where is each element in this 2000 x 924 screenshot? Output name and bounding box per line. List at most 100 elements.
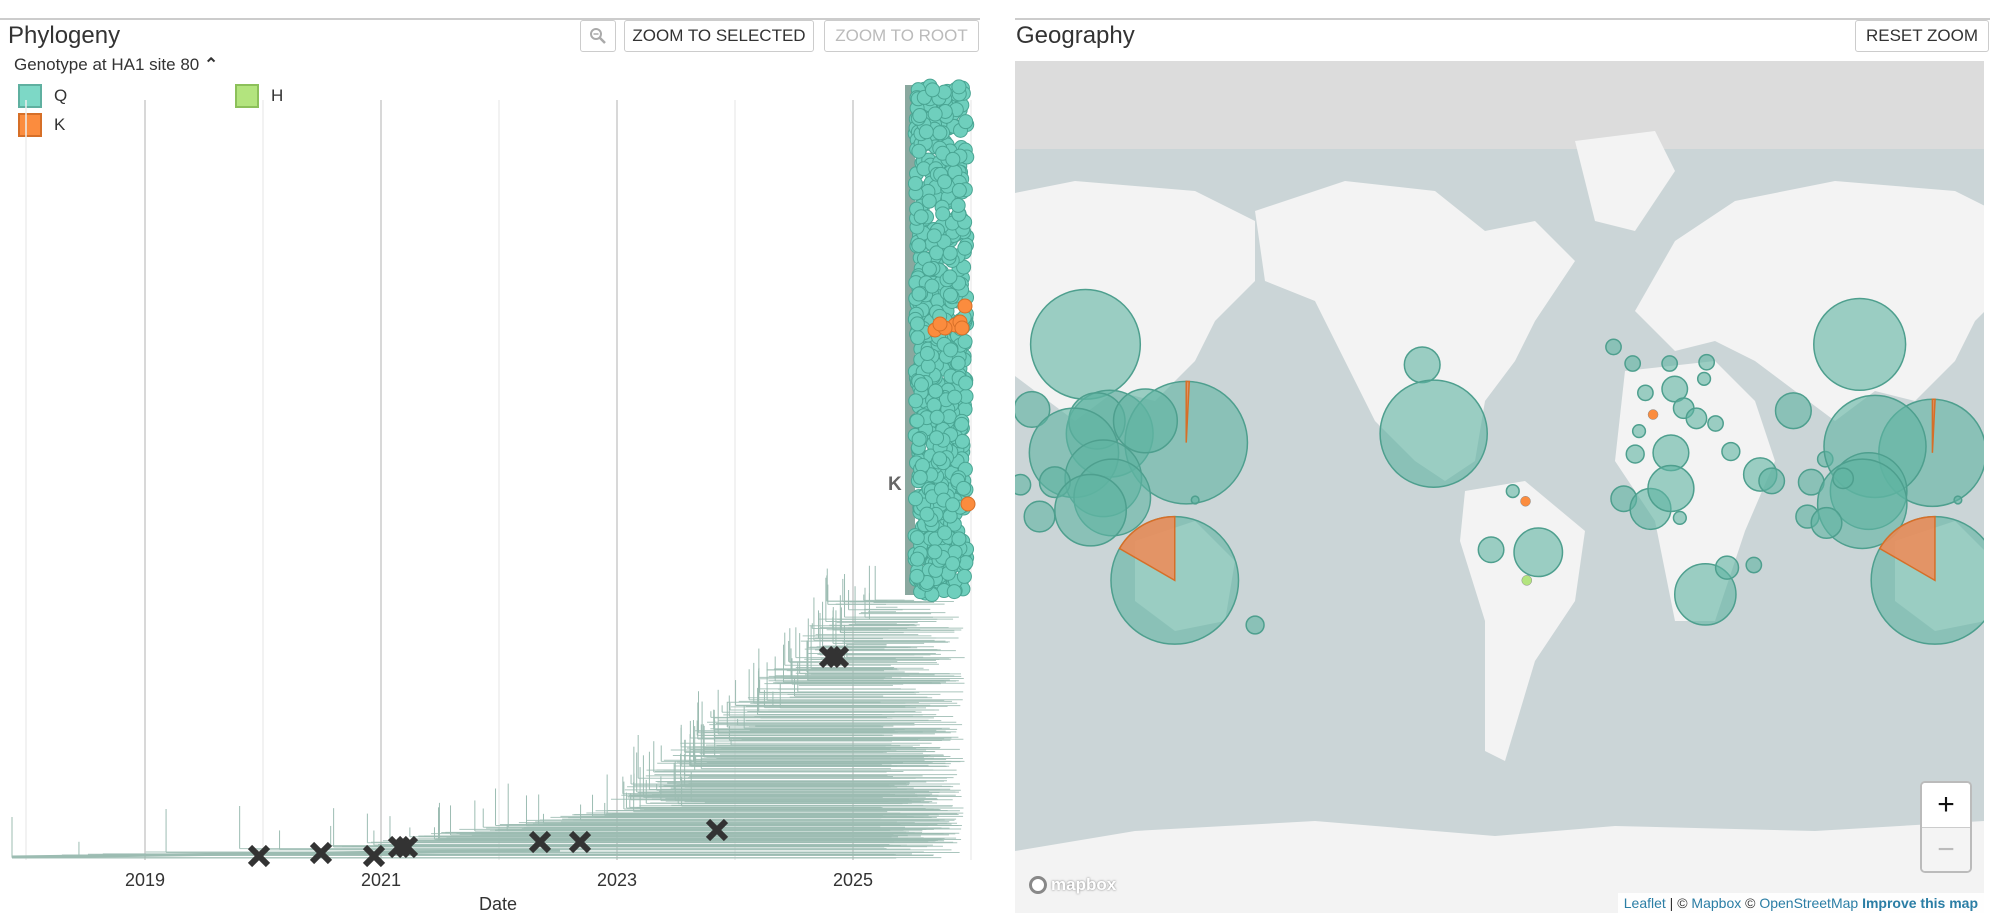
tip-q [913, 209, 929, 225]
tip-q [942, 269, 958, 285]
tip-q [929, 409, 945, 425]
cross-stroke [395, 835, 419, 859]
zoom-to-selected-button[interactable]: ZOOM TO SELECTED [624, 20, 814, 52]
legend-item-h[interactable]: H [235, 84, 283, 108]
location-circle [1745, 556, 1763, 574]
tip-q [950, 355, 966, 371]
zoom-out-button[interactable] [580, 20, 616, 52]
map-canvas[interactable] [1015, 61, 1984, 913]
tip-q [932, 451, 948, 467]
location-circle [1696, 371, 1712, 386]
mapbox-logo[interactable]: mapbox [1029, 875, 1116, 895]
tip-q [908, 491, 924, 507]
improve-map-link[interactable]: Improve this map [1862, 895, 1978, 911]
cross-stroke [705, 818, 729, 842]
location-circle [1190, 495, 1200, 505]
leaflet-link[interactable]: Leaflet [1623, 895, 1666, 911]
tip-q [909, 568, 925, 584]
location-circle [1624, 355, 1642, 372]
x-tick-label: 2025 [833, 870, 873, 890]
tip-k [954, 320, 970, 336]
x-tick-label: 2023 [597, 870, 637, 890]
tip-q [909, 316, 925, 332]
legend-label-h: H [271, 86, 284, 105]
location-circle [1685, 407, 1708, 430]
land-antarctica [1015, 821, 1984, 913]
mutation-marker-icon [362, 844, 386, 868]
mutation-marker-icon [528, 830, 552, 854]
location-circle [1023, 500, 1056, 533]
x-tick-label: 2019 [125, 870, 165, 890]
zoom-in-button[interactable]: + [1922, 783, 1970, 827]
zoom-out-map-button[interactable]: − [1922, 827, 1970, 871]
tip-q [919, 506, 935, 522]
mutation-marker-icon [568, 830, 592, 854]
tip-q [909, 530, 925, 546]
tip-q [928, 383, 944, 399]
map[interactable]: mapbox + − Leaflet | © Mapbox © OpenStre… [1015, 61, 1984, 913]
tip-q [943, 287, 959, 303]
mutation-marker-icon [705, 818, 729, 842]
mutation-marker-icon [309, 841, 333, 865]
cross-stroke [309, 841, 333, 865]
tip-q [956, 480, 972, 496]
legend-item-q[interactable]: Q [18, 84, 67, 108]
location-circle [1721, 441, 1741, 462]
location-wedge-k [1931, 398, 1936, 453]
zoom-out-icon [590, 28, 606, 44]
zoom-to-root-button[interactable]: ZOOM TO ROOT [824, 20, 979, 52]
tip-q [954, 416, 970, 432]
tip-q [924, 82, 940, 98]
tip-q [924, 278, 940, 294]
zoom-control: + − [1920, 781, 1972, 873]
tip-q [909, 413, 925, 429]
location-circle [1505, 483, 1520, 499]
tip-q [911, 431, 927, 447]
color-by-toggle[interactable]: Genotype at HA1 site 80 ⌃ [14, 55, 218, 75]
tip-q [912, 108, 928, 124]
tip-q [935, 206, 951, 222]
tip-q [919, 346, 935, 362]
cross-stroke [568, 830, 592, 854]
osm-link[interactable]: OpenStreetMap [1759, 895, 1859, 911]
reset-zoom-button[interactable]: RESET ZOOM [1855, 20, 1989, 52]
location-circle [1953, 495, 1963, 505]
legend-swatch-k [18, 113, 42, 137]
cross-stroke [362, 844, 386, 868]
tip-q [914, 377, 930, 393]
tip-q [951, 531, 967, 547]
location-circle [1245, 615, 1265, 635]
phylogeny-tree[interactable]: K 2019 2021 2023 2025 Date [0, 60, 980, 924]
location-circle [1403, 346, 1441, 384]
geography-title: Geography [1016, 22, 1135, 49]
legend-label-k: K [54, 115, 66, 134]
location-circle-small [1647, 409, 1659, 420]
legend-label-q: Q [54, 86, 68, 105]
location-wedge-k [1185, 380, 1191, 443]
tip-q [927, 106, 943, 122]
tip-q [911, 143, 927, 159]
x-tick-label: 2021 [361, 870, 401, 890]
attr-sep: © [1741, 895, 1760, 911]
tip-q [927, 544, 943, 560]
location-circle [1637, 384, 1654, 402]
tip-q [937, 525, 953, 541]
mutation-marker-icon [826, 645, 850, 669]
tip-q [957, 240, 973, 256]
tip-q [929, 430, 945, 446]
branch-label-k: K [888, 474, 902, 495]
cross-stroke [247, 844, 271, 868]
tip-q [947, 389, 963, 405]
location-circle-small [1520, 496, 1531, 507]
tip-q [912, 469, 928, 485]
tree-trunk [11, 848, 561, 859]
mapbox-link[interactable]: Mapbox [1691, 895, 1742, 911]
tip-q [920, 358, 936, 374]
tip-q [958, 555, 974, 571]
tip-q [918, 124, 934, 140]
tip-q [942, 245, 958, 261]
location-circle [1029, 288, 1142, 400]
tip-q [907, 176, 923, 192]
tip-q [945, 497, 961, 513]
legend-item-k[interactable]: K [18, 113, 65, 137]
